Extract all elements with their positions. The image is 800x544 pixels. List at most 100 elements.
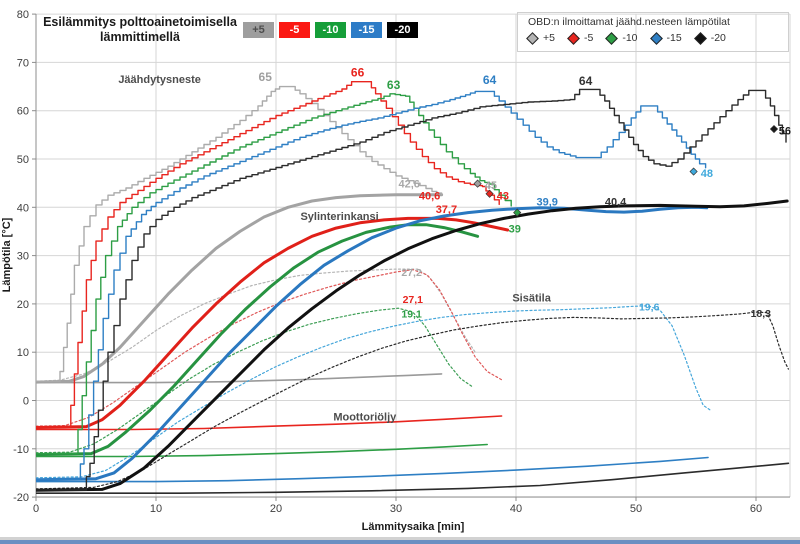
series-layer bbox=[36, 81, 790, 494]
obd-legend-item--5: -5 bbox=[567, 31, 594, 45]
diamond-icon bbox=[649, 31, 663, 45]
series-interior--5 bbox=[36, 269, 503, 427]
series-coolant--20 bbox=[36, 88, 787, 491]
curve-group-label: Sylinterinkansi bbox=[300, 211, 378, 223]
data-label: 27,2 bbox=[401, 267, 422, 279]
data-label: 39,9 bbox=[536, 197, 557, 209]
x-tick-label: 20 bbox=[270, 503, 282, 515]
data-label: 42,6 bbox=[398, 179, 419, 191]
diamond-icon bbox=[693, 31, 707, 45]
chart-title-line2: lämmittimellä bbox=[100, 30, 180, 44]
curve-group-label: Sisätila bbox=[512, 293, 551, 305]
obd-legend-item-label: +5 bbox=[543, 32, 555, 44]
obd-legend-title: OBD:n ilmoittamat jäähd.nesteen lämpötil… bbox=[528, 16, 730, 28]
data-label: 18,3 bbox=[751, 308, 772, 320]
data-label: 63 bbox=[387, 78, 401, 92]
series-interior--15 bbox=[36, 305, 711, 479]
obd-legend-item-label: -15 bbox=[666, 32, 682, 44]
diamond-icon bbox=[605, 31, 619, 45]
diamond-icon bbox=[567, 31, 580, 45]
y-tick-label: 60 bbox=[17, 106, 29, 118]
obd-legend-item-+5: +5 bbox=[526, 31, 555, 45]
window-edge-blue bbox=[0, 540, 800, 544]
series-oil--10 bbox=[36, 443, 488, 458]
data-label: 64 bbox=[579, 74, 593, 88]
series-interior-+5 bbox=[36, 268, 476, 382]
data-label: 40,4 bbox=[605, 197, 627, 209]
data-label: 45 bbox=[485, 180, 497, 192]
x-axis-title: Lämmitysaika [min] bbox=[362, 521, 465, 533]
obd-value-diamond bbox=[513, 208, 522, 217]
data-label: 64 bbox=[483, 73, 497, 87]
data-label: 37,7 bbox=[436, 204, 457, 216]
series-head--15 bbox=[36, 205, 709, 482]
y-tick-label: 20 bbox=[17, 299, 29, 311]
series-head--20 bbox=[36, 199, 789, 492]
x-tick-label: 60 bbox=[750, 503, 762, 515]
y-tick-label: 0 bbox=[23, 396, 29, 408]
data-label: 65 bbox=[259, 70, 273, 84]
series-legend-item--15: -15 bbox=[351, 22, 382, 38]
x-tick-label: 0 bbox=[33, 503, 39, 515]
series-legend-item--20: -20 bbox=[387, 22, 418, 38]
y-tick-label: 40 bbox=[17, 202, 29, 214]
series-head-+5 bbox=[36, 193, 444, 384]
chart-title: Esilämmitys polttoainetoimisella lämmitt… bbox=[38, 15, 242, 45]
data-label: 48 bbox=[701, 168, 713, 180]
obd-legend-item-label: -5 bbox=[583, 32, 594, 44]
window-edge-gray bbox=[0, 537, 800, 540]
obd-value-diamond bbox=[473, 179, 482, 188]
y-tick-label: 30 bbox=[17, 251, 29, 263]
y-tick-label: 10 bbox=[17, 347, 29, 359]
obd-legend-item--20: -20 bbox=[693, 31, 726, 45]
obd-legend-item-label: -20 bbox=[710, 32, 726, 44]
data-label: 56 bbox=[779, 126, 791, 138]
series-head--5 bbox=[36, 216, 510, 429]
series-legend-item--10: -10 bbox=[315, 22, 346, 38]
curve-group-label: Moottoriöljy bbox=[333, 411, 397, 423]
series-interior--10 bbox=[36, 307, 474, 454]
obd-value-diamond bbox=[485, 189, 494, 198]
data-label: 19,1 bbox=[401, 309, 422, 321]
series-coolant-+5 bbox=[36, 85, 443, 382]
series-oil-+5 bbox=[36, 373, 443, 384]
data-label: 39 bbox=[509, 224, 521, 236]
diamond-icon bbox=[526, 31, 539, 45]
obd-legend-item-label: -10 bbox=[622, 32, 638, 44]
data-label: 66 bbox=[351, 66, 365, 80]
curve-group-label: Jäähdytysneste bbox=[118, 74, 201, 86]
y-tick-label: 80 bbox=[17, 9, 29, 21]
series-head--10 bbox=[36, 223, 480, 457]
obd-value-diamond bbox=[769, 124, 779, 134]
x-tick-label: 50 bbox=[630, 503, 642, 515]
series-oil--20 bbox=[36, 462, 790, 494]
y-tick-label: -20 bbox=[13, 492, 29, 504]
series-legend-item-+5: +5 bbox=[243, 22, 274, 38]
series-legend-item--5: -5 bbox=[279, 22, 310, 38]
obd-legend-item--10: -10 bbox=[605, 31, 638, 45]
obd-legend: OBD:n ilmoittamat jäähd.nesteen lämpötil… bbox=[517, 12, 789, 52]
series-legend: +5 -5 -10 -15 -20 bbox=[243, 22, 418, 38]
series-coolant--15 bbox=[36, 90, 707, 480]
y-tick-label: 50 bbox=[17, 154, 29, 166]
obd-legend-items: +5 -5 -10 -15 -20 bbox=[526, 31, 788, 45]
data-label: 40,6 bbox=[419, 191, 440, 203]
data-label: 19,6 bbox=[639, 301, 660, 313]
gridlines bbox=[35, 13, 791, 498]
series-interior--20 bbox=[36, 311, 789, 490]
series-oil--5 bbox=[36, 415, 503, 431]
data-label: 43 bbox=[497, 191, 509, 203]
y-axis-title: Lämpötila [°C] bbox=[1, 217, 13, 292]
series-coolant--10 bbox=[36, 93, 512, 455]
x-tick-label: 40 bbox=[510, 503, 522, 515]
series-coolant--5 bbox=[36, 81, 500, 428]
x-tick-label: 10 bbox=[150, 503, 162, 515]
x-tick-label: 30 bbox=[390, 503, 402, 515]
series-oil--15 bbox=[36, 456, 709, 483]
y-tick-label: -10 bbox=[13, 444, 29, 456]
obd-legend-item--15: -15 bbox=[649, 31, 682, 45]
data-label: 27,1 bbox=[403, 294, 424, 306]
